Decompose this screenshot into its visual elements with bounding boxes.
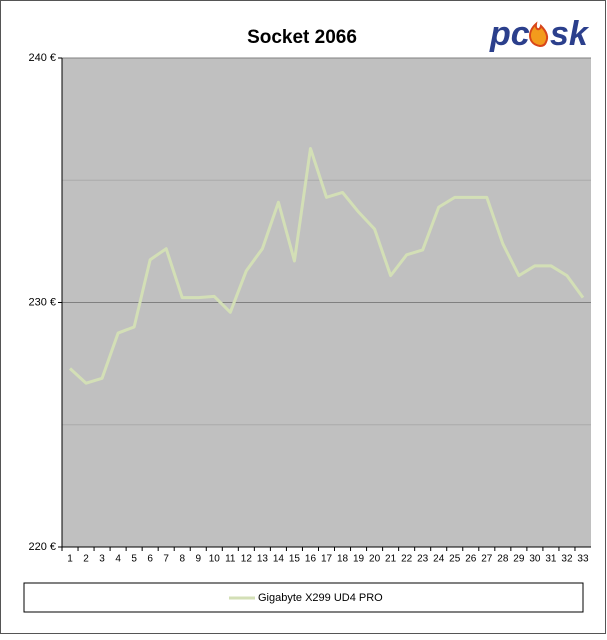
x-tick-label: 17 (321, 554, 333, 565)
x-tick-label: 9 (195, 554, 201, 565)
x-tick-label: 7 (163, 554, 169, 565)
x-tick-label: 1 (67, 554, 73, 565)
x-tick-label: 14 (273, 554, 285, 565)
x-tick-label: 3 (99, 554, 105, 565)
logo-flame (529, 21, 549, 48)
y-tick-label: 220 € (28, 541, 56, 553)
x-tick-label: 15 (289, 554, 301, 565)
x-tick-label: 18 (337, 554, 349, 565)
x-tick-label: 12 (241, 554, 253, 565)
x-tick-label: 11 (225, 554, 236, 565)
x-tick-label: 24 (433, 554, 445, 565)
x-tick-label: 13 (257, 554, 269, 565)
x-tick-label: 26 (465, 554, 477, 565)
x-tick-label: 27 (481, 554, 493, 565)
x-tick-label: 31 (545, 554, 557, 565)
y-tick-label: 240 € (28, 52, 56, 64)
x-tick-label: 5 (131, 554, 137, 565)
logo-text: pc (489, 15, 530, 53)
x-tick-label: 4 (115, 554, 121, 565)
x-tick-label: 10 (209, 554, 221, 565)
x-tick-label: 22 (401, 554, 413, 565)
legend-label: Gigabyte X299 UD4 PRO (258, 592, 383, 604)
x-tick-label: 29 (513, 554, 525, 565)
legend-box (23, 582, 584, 613)
x-tick-label: 16 (305, 554, 317, 565)
x-tick-label: 21 (385, 554, 397, 565)
x-tick-label: 8 (179, 554, 185, 565)
data-line (69, 146, 585, 385)
x-tick-label: 19 (353, 554, 365, 565)
y-tick-label: 230 € (28, 296, 56, 308)
x-tick-label: 2 (83, 554, 89, 565)
x-tick-label: 20 (369, 554, 381, 565)
x-tick-label: 25 (449, 554, 461, 565)
x-tick-label: 23 (417, 554, 429, 565)
chart-title: Socket 2066 (247, 27, 357, 48)
x-tick-label: 30 (529, 554, 541, 565)
x-tick-label: 33 (577, 554, 589, 565)
x-tick-label: 32 (561, 554, 573, 565)
x-tick-label: 28 (497, 554, 509, 565)
logo: pc sk (489, 15, 590, 53)
x-tick-label: 6 (147, 554, 153, 565)
logo-text: sk (550, 15, 590, 53)
